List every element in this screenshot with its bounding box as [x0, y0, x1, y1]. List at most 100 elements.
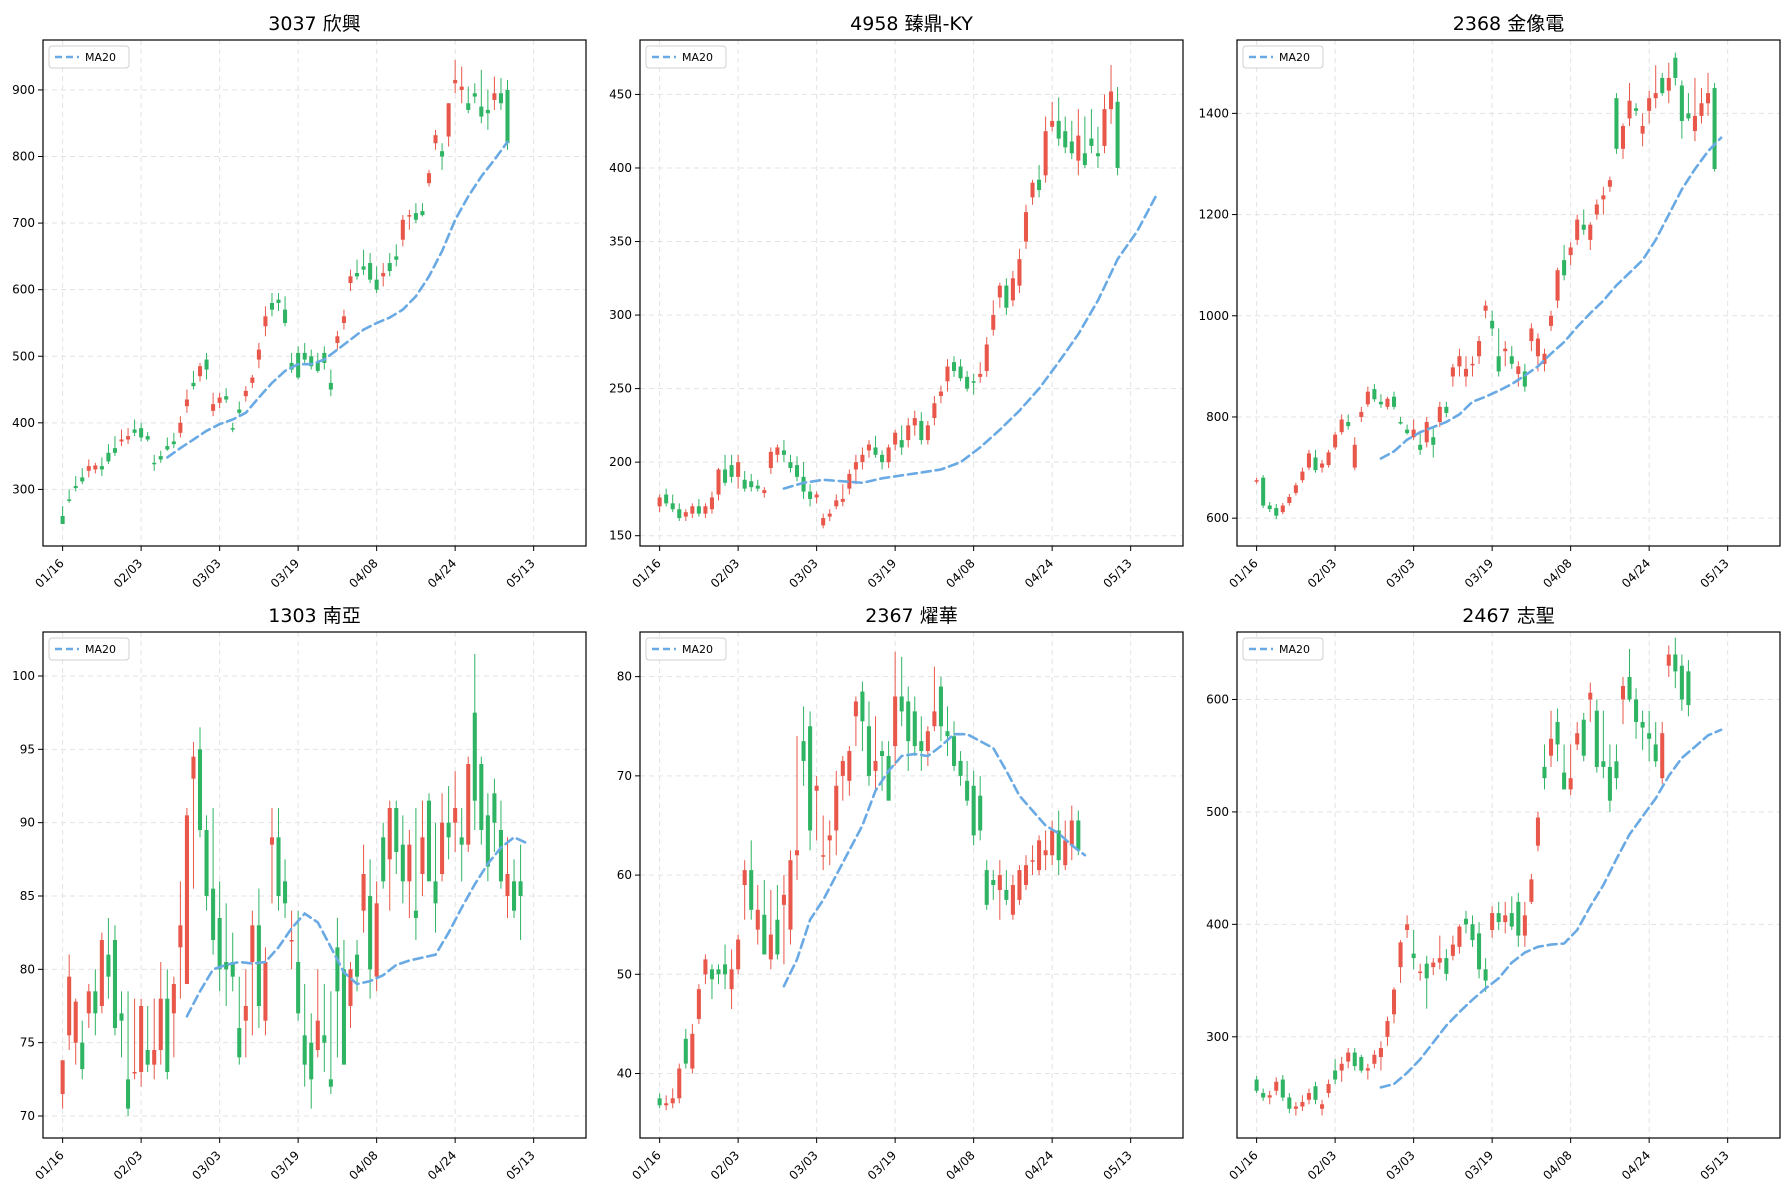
- candle: [112, 436, 117, 457]
- candle: [1076, 810, 1081, 856]
- candle: [119, 429, 124, 447]
- candle: [1056, 810, 1061, 876]
- candle: [178, 881, 183, 999]
- plot-area: [60, 654, 529, 1116]
- x-tick-label: 03/03: [1383, 1148, 1417, 1182]
- candle-body: [971, 381, 976, 383]
- y-tick-label: 900: [12, 83, 35, 97]
- candle: [1043, 116, 1048, 183]
- ma20-line: [185, 835, 529, 1018]
- candle-body: [925, 425, 930, 441]
- candle: [893, 651, 898, 766]
- x-tick-label: 03/19: [268, 556, 302, 590]
- candle: [991, 870, 996, 900]
- y-tick-label: 80: [20, 962, 35, 976]
- candle-body: [453, 808, 458, 823]
- candle-body: [1320, 463, 1325, 468]
- candle: [197, 727, 203, 838]
- candle: [1575, 214, 1580, 245]
- candle: [1102, 94, 1107, 154]
- candle: [309, 1013, 314, 1109]
- candle: [1490, 906, 1495, 938]
- candle-body: [886, 756, 891, 801]
- x-tick-label: 01/16: [629, 1148, 663, 1182]
- ma20-line: [166, 140, 509, 459]
- candle: [1300, 467, 1305, 483]
- candle-body: [742, 870, 747, 885]
- candle: [1562, 744, 1567, 790]
- candle-body: [86, 991, 91, 1014]
- candle-body: [1450, 944, 1455, 956]
- candle-body: [1300, 1102, 1305, 1107]
- candle-body: [657, 497, 662, 507]
- candle: [1261, 1088, 1266, 1101]
- candle-body: [853, 701, 858, 717]
- candle: [1280, 1075, 1285, 1101]
- candle: [827, 509, 832, 521]
- candle-body: [1017, 259, 1022, 286]
- candle-body: [873, 760, 878, 771]
- candle-body: [1287, 1097, 1292, 1109]
- candle: [152, 454, 157, 471]
- candle: [139, 422, 144, 442]
- y-tick-label: 70: [20, 1109, 35, 1123]
- candle-body: [683, 1038, 688, 1064]
- candle-body: [821, 855, 826, 857]
- candle: [729, 454, 734, 483]
- candle-body: [250, 925, 255, 962]
- candle: [1522, 363, 1527, 392]
- plot-area: [1254, 637, 1723, 1116]
- candle-body: [224, 396, 229, 400]
- y-tick-label: 50: [617, 967, 632, 981]
- candle-body: [1300, 471, 1305, 481]
- candle-body: [374, 279, 379, 290]
- x-tick-label: 04/08: [1540, 556, 1574, 590]
- candle-body: [664, 494, 669, 504]
- candle-body: [289, 940, 294, 942]
- candle: [1333, 1059, 1338, 1085]
- candle: [256, 888, 261, 1028]
- candle: [1529, 873, 1534, 905]
- candle-body: [1568, 247, 1573, 256]
- candle-body: [1274, 1081, 1279, 1091]
- candle-body: [775, 447, 780, 455]
- x-tick-label: 03/03: [1383, 556, 1417, 590]
- candle: [433, 822, 438, 933]
- candle-body: [139, 428, 144, 438]
- x-tick-label: 05/13: [1100, 1148, 1134, 1182]
- x-tick-label: 02/03: [708, 556, 742, 590]
- candle: [426, 793, 432, 882]
- candle-body: [834, 785, 839, 831]
- chart-panel-4: 1303 南亞 01/16 02/03 03/03 03/19 04/08 04/24 05/…: [12, 605, 587, 1183]
- candle: [670, 494, 675, 513]
- candle: [413, 808, 418, 940]
- candle: [485, 89, 490, 130]
- candle-body: [1568, 778, 1573, 790]
- candle-body: [1470, 924, 1475, 941]
- candle-body: [73, 486, 78, 489]
- x-tick-label: 01/16: [32, 1148, 66, 1182]
- candle-body: [1030, 860, 1035, 862]
- candle-body: [119, 439, 124, 442]
- candle: [1378, 1041, 1383, 1071]
- candle: [335, 918, 340, 1058]
- candle-body: [1115, 101, 1120, 168]
- candle: [1660, 721, 1665, 784]
- candle-body: [1555, 721, 1560, 745]
- candle-body: [381, 273, 386, 277]
- candle: [1568, 744, 1573, 796]
- candle-body: [145, 436, 150, 440]
- candle: [459, 808, 464, 882]
- candle-body: [794, 850, 800, 856]
- candle: [283, 296, 288, 327]
- candle: [1627, 648, 1632, 702]
- candle: [906, 418, 911, 448]
- candle-body: [1293, 485, 1298, 493]
- candle: [873, 435, 878, 458]
- candle: [387, 253, 392, 277]
- candle-body: [485, 815, 490, 867]
- candle: [1267, 1090, 1272, 1105]
- candle: [1614, 93, 1619, 154]
- candle-body: [230, 428, 235, 430]
- candle-body: [1444, 958, 1449, 974]
